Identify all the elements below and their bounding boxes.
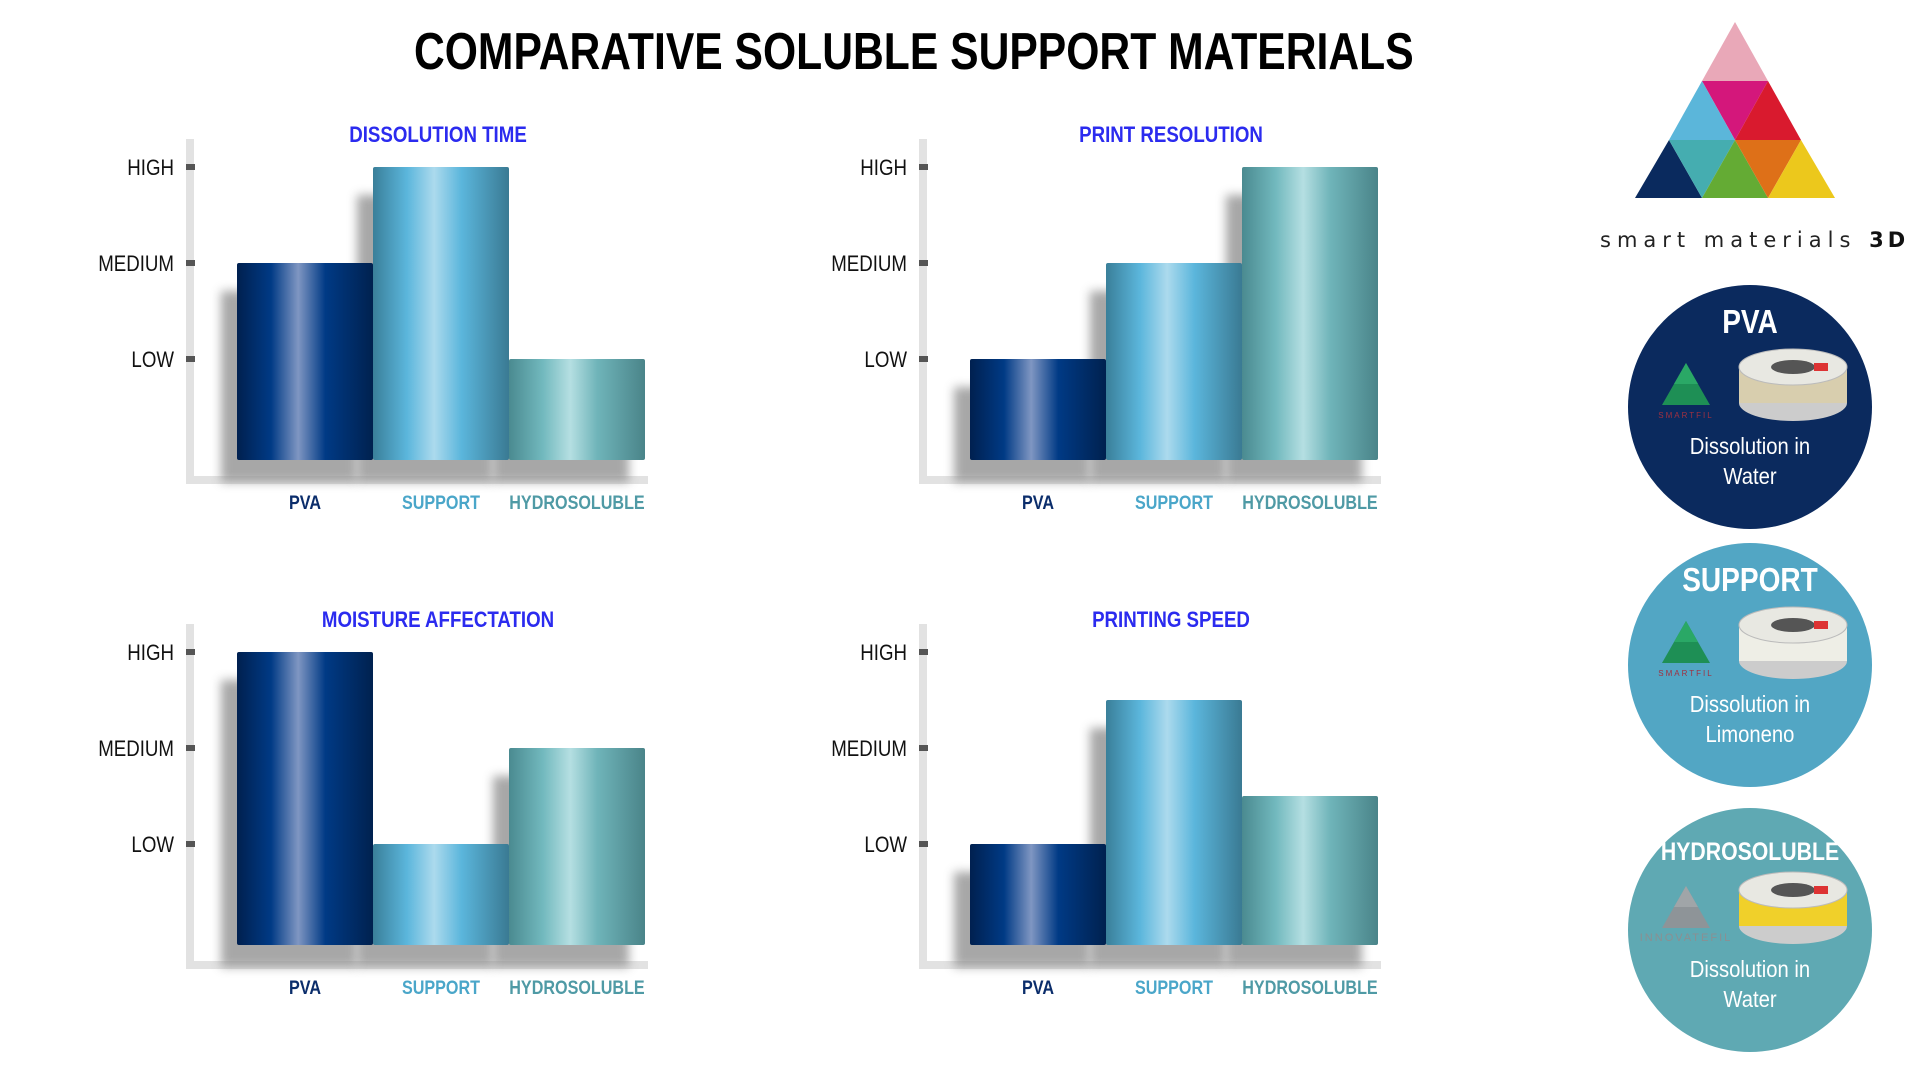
bar-hydrosoluble — [1242, 796, 1378, 945]
category-label: PVA — [289, 977, 321, 999]
category-label: SUPPORT — [402, 492, 480, 514]
badge-pva: SMARTFIL PVA Dissolution in Water — [1628, 285, 1872, 529]
badge-title: PVA — [1722, 303, 1778, 340]
badge-title: HYDROSOLUBLE — [1660, 838, 1840, 866]
badge-hydrosoluble: INNOVATEFIL HYDROSOLUBLE Dissolution in Wat… — [1628, 808, 1872, 1052]
bar-support — [1106, 700, 1242, 945]
smart-materials-logo-icon — [1635, 22, 1835, 198]
chart-title: MOISTURE AFFECTATION — [322, 609, 554, 633]
category-label: SUPPORT — [1135, 977, 1213, 999]
y-tick-label: LOW — [864, 834, 907, 858]
badge-description-line1: Dissolution in — [1689, 956, 1811, 982]
chart-title: PRINT RESOLUTION — [1079, 124, 1263, 148]
y-tick — [919, 649, 928, 655]
bar-pva — [237, 652, 373, 945]
y-tick-label: MEDIUM — [831, 738, 907, 762]
brand-logo-text: SMARTFIL — [1658, 411, 1713, 420]
category-label: PVA — [1022, 977, 1054, 999]
chart-title: DISSOLUTION TIME — [349, 124, 527, 148]
y-tick — [186, 164, 195, 170]
y-tick — [186, 649, 195, 655]
chart-printing-speed: PRINTING SPEED LOW MEDIUM HIGH PVA SUPPORT HYD… — [807, 589, 1407, 1009]
category-label: SUPPORT — [402, 977, 480, 999]
brand-suffix: 3D — [1869, 228, 1910, 252]
bar-support — [373, 167, 509, 460]
y-tick-label: MEDIUM — [98, 738, 174, 762]
page-title: COMPARATIVE SOLUBLE SUPPORT MATERIALS — [413, 23, 1414, 81]
chart-dissolution-time: DISSOLUTION TIME LOW MEDIUM HIGH PVA SUPPORT H… — [74, 104, 674, 524]
y-axis — [919, 624, 927, 969]
badge-description-line2: Water — [1723, 463, 1777, 489]
y-tick-label: LOW — [864, 349, 907, 373]
brand-logo-text: SMARTFIL — [1658, 669, 1713, 678]
y-axis — [186, 624, 194, 969]
category-label: SUPPORT — [1135, 492, 1213, 514]
y-tick — [919, 745, 928, 751]
chart-moisture-affectation: MOISTURE AFFECTATION LOW MEDIUM HIGH PVA SUPP… — [74, 589, 674, 1009]
y-tick — [186, 745, 195, 751]
badge-description-line2: Limoneno — [1705, 721, 1795, 747]
y-tick — [186, 356, 195, 362]
y-tick — [919, 356, 928, 362]
y-tick-label: HIGH — [860, 157, 907, 181]
y-tick — [919, 260, 928, 266]
category-label: HYDROSOLUBLE — [1242, 492, 1378, 514]
bar-pva — [237, 263, 373, 460]
category-label: HYDROSOLUBLE — [509, 977, 645, 999]
y-tick — [919, 164, 928, 170]
y-tick-label: HIGH — [127, 642, 174, 666]
chart-title: PRINTING SPEED — [1092, 609, 1250, 633]
y-tick-label: LOW — [131, 349, 174, 373]
y-tick-label: LOW — [131, 834, 174, 858]
brand-name: smart materials 3D — [1600, 228, 1905, 252]
badge-description-line1: Dissolution in — [1689, 433, 1811, 459]
badge-title: SUPPORT — [1682, 561, 1818, 598]
category-label: PVA — [289, 492, 321, 514]
badge-description-line1: Dissolution in — [1689, 691, 1811, 717]
bar-support — [373, 844, 509, 945]
badge-support: SMARTFIL SUPPORT Dissolution in Limoneno — [1628, 543, 1872, 787]
brand-logo-text: INNOVATEFIL — [1640, 932, 1733, 944]
filament-spool-icon — [1738, 348, 1848, 421]
filament-spool-icon — [1738, 871, 1848, 944]
brand-text: smart materials — [1600, 228, 1857, 252]
bar-hydrosoluble — [509, 748, 645, 945]
y-tick-label: HIGH — [127, 157, 174, 181]
category-label: HYDROSOLUBLE — [1242, 977, 1378, 999]
y-axis — [186, 139, 194, 484]
y-tick-label: MEDIUM — [831, 253, 907, 277]
bar-support — [1106, 263, 1242, 460]
filament-spool-icon — [1738, 606, 1848, 679]
badge-description-line2: Water — [1723, 986, 1777, 1012]
y-axis — [919, 139, 927, 484]
bar-pva — [970, 359, 1106, 460]
bar-hydrosoluble — [1242, 167, 1378, 460]
bar-pva — [970, 844, 1106, 945]
y-tick-label: MEDIUM — [98, 253, 174, 277]
category-label: PVA — [1022, 492, 1054, 514]
y-tick — [186, 260, 195, 266]
y-tick-label: HIGH — [860, 642, 907, 666]
y-tick — [919, 841, 928, 847]
bar-hydrosoluble — [509, 359, 645, 460]
category-label: HYDROSOLUBLE — [509, 492, 645, 514]
chart-print-resolution: PRINT RESOLUTION LOW MEDIUM HIGH PVA SUPPORT H… — [807, 104, 1407, 524]
y-tick — [186, 841, 195, 847]
